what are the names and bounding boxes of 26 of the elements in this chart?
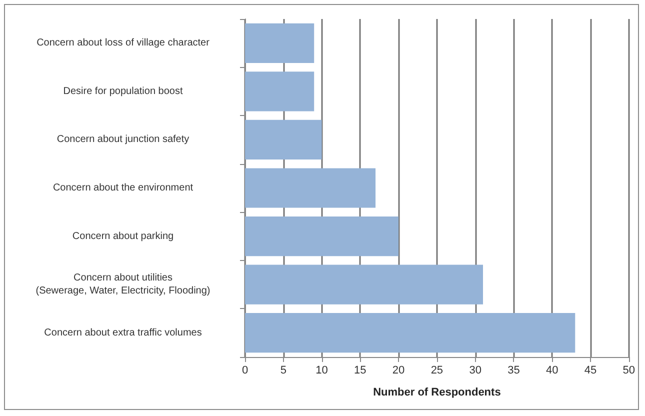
x-tick-label: 45	[584, 364, 597, 376]
x-tick-label: 40	[546, 364, 558, 376]
x-tick-label: 50	[622, 364, 636, 376]
y-tick-label: Concern about utilities (Sewerage, Water, Electricity, Flooding)	[36, 272, 210, 297]
y-tick-label: Concern about loss of village character	[36, 38, 210, 49]
bar	[245, 264, 484, 304]
x-tick-label: 30	[469, 364, 482, 376]
x-tick-label: 35	[508, 364, 520, 376]
x-tick-label: 20	[392, 364, 405, 376]
bar	[245, 120, 322, 160]
bar	[245, 168, 376, 208]
bar	[245, 23, 314, 63]
x-tick-label: 25	[430, 364, 444, 376]
bar	[245, 313, 576, 353]
y-tick-label: Concern about the environment	[52, 182, 194, 194]
y-tick-label: Concern about junction safety	[56, 134, 190, 146]
y-tick-label: Concern about extra traffic volumes	[44, 327, 202, 338]
bar	[245, 216, 399, 256]
x-tick-label: 0	[242, 364, 248, 376]
x-tick-label: 15	[354, 364, 366, 376]
x-tick-label: 10	[316, 364, 328, 376]
bar	[245, 72, 314, 112]
y-tick-label: Desire for population boost	[63, 86, 183, 97]
x-tick-label: 5	[280, 364, 286, 376]
y-tick-label: Concern about parking	[72, 230, 174, 242]
x-axis-title: Number of Respondents	[373, 386, 501, 398]
